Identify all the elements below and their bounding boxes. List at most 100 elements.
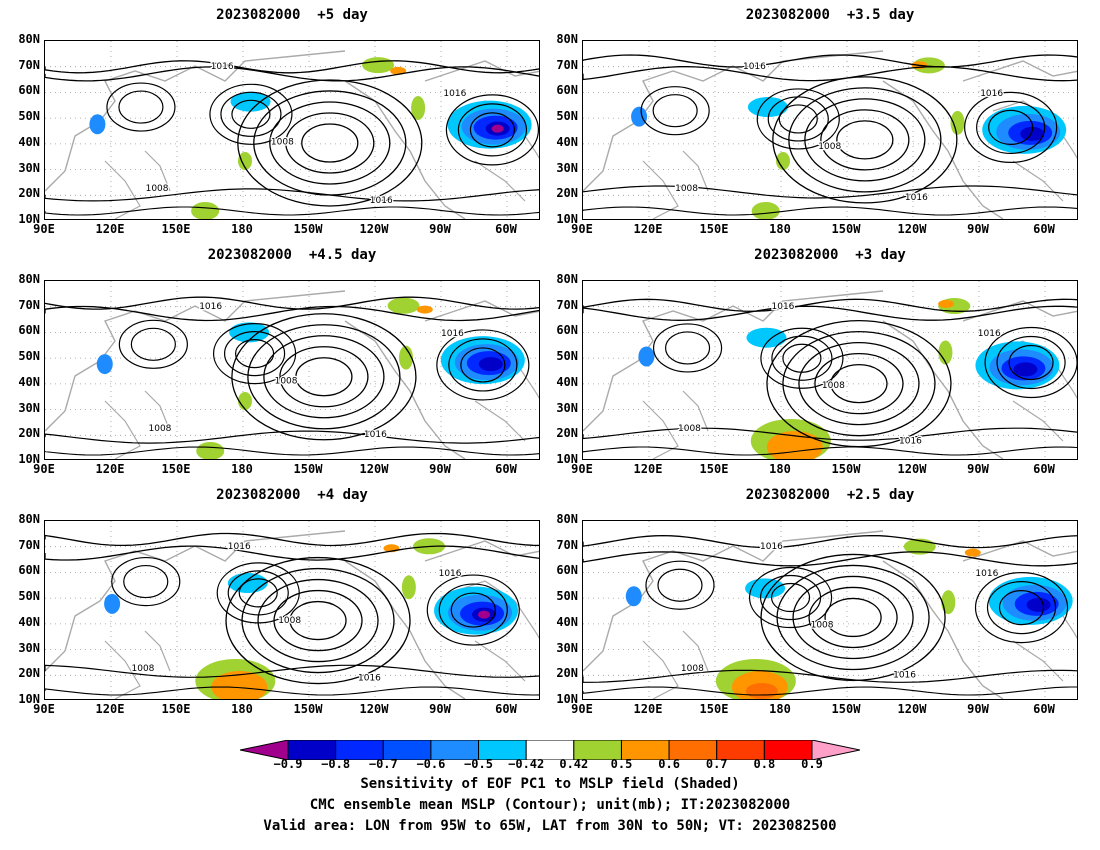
contour-label: 1016 (228, 542, 251, 552)
lat-tick-label: 30N (556, 640, 578, 655)
colorbar-tick-label: 0.5 (610, 757, 633, 771)
lat-tick-label: 50N (556, 349, 578, 364)
lon-tick-label: 150E (161, 462, 191, 476)
lon-tick-label: 90W (429, 462, 451, 476)
lat-tick-label: 20N (556, 666, 578, 681)
lat-tick-label: 30N (18, 640, 40, 655)
contour-label: 1008 (675, 184, 698, 194)
colorbar-tick-label: −0.6 (416, 757, 446, 771)
lat-tick-label: 50N (18, 349, 40, 364)
lon-tick-label: 90E (33, 462, 55, 476)
map-plot-area: 1016 1016 1008 1008 1016 (582, 280, 1078, 460)
contour-label: 1016 (899, 437, 922, 447)
contour-label: 1016 (743, 62, 766, 72)
contour-label: 1016 (980, 89, 1003, 99)
lat-tick-label: 20N (18, 666, 40, 681)
lon-tick-label: 120E (95, 222, 125, 236)
map-plot-area: 1016 1016 1008 1008 1016 (44, 40, 540, 220)
lon-tick-label: 180 (231, 222, 253, 236)
contour-label: 1016 (370, 196, 393, 206)
lat-tick-label: 70N (556, 297, 578, 312)
lat-tick-label: 40N (556, 374, 578, 389)
colorbar-tick-label: −0.5 (464, 757, 493, 771)
lon-tick-label: 120E (95, 702, 125, 716)
lon-tick-label: 180 (769, 702, 791, 716)
lon-tick-label: 90E (571, 462, 593, 476)
lon-tick-label: 90W (967, 222, 989, 236)
lat-tick-label: 30N (18, 160, 40, 175)
lon-tick-label: 60W (495, 222, 517, 236)
contour-label: 1016 (893, 670, 916, 680)
lon-tick-label: 120E (633, 702, 663, 716)
map-plot-area: 1016 1016 1008 1008 1016 (44, 280, 540, 460)
contour-label: 1016 (211, 62, 234, 72)
contour-label: 1008 (678, 424, 701, 434)
lat-tick-label: 10N (18, 212, 40, 226)
lon-tick-label: 150E (699, 222, 729, 236)
lon-tick-label: 120E (95, 462, 125, 476)
lat-tick-label: 80N (18, 512, 40, 526)
contour-label: 1016 (760, 542, 783, 552)
lat-tick-label: 70N (18, 537, 40, 552)
lon-tick-label: 150E (699, 462, 729, 476)
lat-tick-label: 60N (18, 83, 40, 98)
contour-label: 1016 (978, 329, 1001, 339)
contour-label: 1008 (811, 621, 834, 631)
lon-tick-label: 180 (769, 222, 791, 236)
lon-tick-label: 180 (231, 702, 253, 716)
lat-tick-label: 40N (556, 614, 578, 629)
lat-tick-label: 20N (556, 426, 578, 441)
caption-line-3: Valid area: LON from 95W to 65W, LAT fro… (263, 818, 837, 834)
panel-title: 2023082000 +3.5 day (745, 7, 915, 23)
lon-tick-label: 120W (359, 702, 389, 716)
contour-label: 1008 (149, 424, 172, 434)
contour-label: 1016 (443, 89, 466, 99)
lat-tick-label: 20N (18, 426, 40, 441)
lat-tick-label: 80N (18, 272, 40, 286)
lon-tick-label: 150W (831, 222, 861, 236)
colorbar-tick-label: −0.8 (321, 757, 351, 771)
panel-title: 2023082000 +3 day (754, 247, 906, 263)
colorbar-tick-label: 0.7 (705, 757, 728, 771)
contour-label: 1008 (146, 184, 169, 194)
lat-tick-label: 30N (556, 400, 578, 415)
colorbar-tick-label: −0.9 (273, 757, 303, 771)
contour-label: 1008 (278, 616, 301, 626)
contour-label: 1016 (364, 430, 387, 440)
contour-label: 1008 (132, 664, 155, 674)
colorbar-tick-label: 0.42 (559, 757, 589, 771)
map-plot-area: 1016 1016 1008 1008 1016 (582, 40, 1078, 220)
lat-tick-label: 20N (18, 186, 40, 201)
lon-tick-label: 150W (831, 462, 861, 476)
lon-tick-label: 120W (359, 222, 389, 236)
lon-tick-label: 150W (293, 462, 323, 476)
lon-tick-label: 90E (33, 222, 55, 236)
lon-tick-label: 150W (293, 222, 323, 236)
lat-tick-label: 40N (556, 134, 578, 149)
lat-tick-label: 10N (556, 452, 578, 466)
lon-tick-label: 120E (633, 222, 663, 236)
lon-tick-label: 90E (571, 702, 593, 716)
lat-tick-label: 50N (18, 109, 40, 124)
lon-tick-label: 150E (161, 222, 191, 236)
lon-tick-label: 90W (967, 462, 989, 476)
lat-tick-label: 10N (556, 212, 578, 226)
lat-tick-label: 20N (556, 186, 578, 201)
contour-label: 1008 (822, 381, 845, 391)
contour-label: 1016 (439, 569, 462, 579)
lat-tick-label: 10N (18, 692, 40, 706)
lat-tick-label: 50N (556, 589, 578, 604)
panel-title: 2023082000 +4 day (216, 487, 368, 503)
lat-tick-label: 10N (556, 692, 578, 706)
lon-tick-label: 60W (1033, 222, 1055, 236)
lat-tick-label: 60N (18, 323, 40, 338)
lat-tick-label: 70N (556, 57, 578, 72)
lat-tick-label: 70N (18, 297, 40, 312)
lon-tick-label: 150E (161, 702, 191, 716)
caption-line-1: Sensitivity of EOF PC1 to MSLP field (Sh… (360, 776, 740, 792)
contour-label: 1008 (275, 377, 298, 387)
contour-label: 1016 (199, 302, 222, 312)
contour-label: 1008 (818, 142, 841, 152)
lon-tick-label: 150W (831, 702, 861, 716)
lat-tick-label: 60N (556, 323, 578, 338)
